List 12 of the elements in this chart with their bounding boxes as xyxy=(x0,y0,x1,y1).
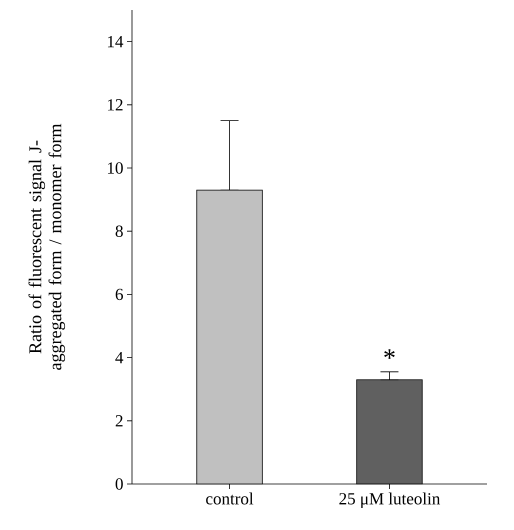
x-tick-label: 25 μM luteolin xyxy=(339,492,440,508)
y-tick-label: 4 xyxy=(115,352,124,364)
y-tick-label: 12 xyxy=(108,99,123,110)
y-tick-label: 0 xyxy=(116,478,123,490)
y-tick-label: 2 xyxy=(116,415,123,426)
y-axis-title: Ratio of fluorescent signal J-aggregated form / monomer form xyxy=(28,124,66,370)
x-tick-label: control xyxy=(206,492,254,504)
y-tick-label: 8 xyxy=(116,225,123,237)
y-tick-label: 10 xyxy=(108,162,123,174)
y-tick-label: 6 xyxy=(116,288,123,300)
y-tick-label: 14 xyxy=(108,36,124,48)
annotation: * xyxy=(384,349,395,359)
